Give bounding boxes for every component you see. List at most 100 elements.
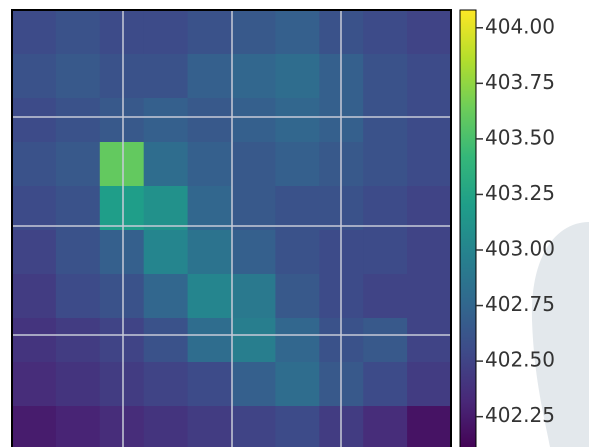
colorbar (459, 9, 477, 447)
heat-cell (55, 98, 101, 143)
heat-cell (231, 230, 276, 275)
heat-cell (187, 362, 232, 407)
heat-cell (275, 142, 320, 187)
heat-cell (275, 274, 320, 319)
heat-cell (407, 362, 452, 407)
heat-cell (407, 10, 452, 55)
heat-cell (363, 142, 408, 187)
heat-cell (55, 318, 101, 363)
heat-cell (55, 406, 101, 447)
heat-cell (12, 274, 57, 319)
heat-cell (55, 10, 101, 55)
heat-cell (12, 98, 57, 143)
colorbar-tick-label: 402.50 (485, 348, 555, 372)
heat-cell (407, 406, 452, 447)
heat-cell (55, 230, 101, 275)
heat-cell (12, 406, 57, 447)
heat-cell (55, 186, 101, 231)
heat-cell (363, 362, 408, 407)
heat-cell (99, 98, 145, 143)
heat-cell (363, 10, 408, 55)
heat-cell (275, 54, 320, 99)
heat-cell (363, 230, 408, 275)
heat-cell (407, 274, 452, 319)
heat-cell (363, 274, 408, 319)
heat-cell (187, 318, 232, 363)
heat-cell (55, 142, 101, 187)
colorbar-tick-label: 402.25 (485, 403, 555, 427)
heat-cell (143, 54, 189, 99)
heat-cell (99, 230, 145, 275)
heat-cell (99, 274, 145, 319)
heat-cell (55, 274, 101, 319)
heat-cell (12, 10, 57, 55)
heat-cell (99, 54, 145, 99)
heat-cell (187, 274, 232, 319)
heat-cell (143, 230, 189, 275)
heat-cell (99, 186, 145, 231)
heat-cell (231, 98, 276, 143)
heat-cell (55, 54, 101, 99)
overlay-shape (531, 222, 589, 447)
heat-cell (143, 274, 189, 319)
heat-cell (187, 10, 232, 55)
colorbar-tick-label: 403.75 (485, 70, 555, 94)
heat-cell (407, 186, 452, 231)
heat-cell (143, 10, 189, 55)
colorbar-tick-label: 404.00 (485, 14, 555, 38)
heat-cell (99, 362, 145, 407)
heat-cell (363, 54, 408, 99)
heat-cell (143, 186, 189, 231)
heat-cell (407, 54, 452, 99)
heat-cell (12, 186, 57, 231)
heat-cell (275, 10, 320, 55)
heat-cell (12, 318, 57, 363)
heat-cell (231, 318, 276, 363)
heat-cell (12, 230, 57, 275)
heat-cell (407, 230, 452, 275)
heat-cell (231, 10, 276, 55)
grid (12, 10, 451, 447)
heat-cell (187, 98, 232, 143)
heat-cell (12, 142, 57, 187)
heat-cell (231, 54, 276, 99)
heat-cell (275, 186, 320, 231)
heat-cell (407, 98, 452, 143)
heat-cell (143, 362, 189, 407)
heat-cell (143, 142, 189, 187)
heat-cell (275, 362, 320, 407)
colorbar-tick-label: 403.50 (485, 125, 555, 149)
heat-cell (187, 142, 232, 187)
heat-cell (187, 54, 232, 99)
heat-cell (231, 142, 276, 187)
heat-cell (275, 230, 320, 275)
heat-cell (99, 406, 145, 447)
heat-cell (231, 406, 276, 447)
heat-cell (363, 186, 408, 231)
colorbar-tick-label: 402.75 (485, 292, 555, 316)
heat-cell (12, 54, 57, 99)
heat-cell (407, 142, 452, 187)
colorbar-tick-label: 403.25 (485, 181, 555, 205)
heat-cell (143, 406, 189, 447)
heat-cell (55, 362, 101, 407)
heat-cell (99, 10, 145, 55)
heat-cell (143, 318, 189, 363)
heat-cell (231, 362, 276, 407)
heat-cell (363, 318, 408, 363)
heat-cell (187, 186, 232, 231)
heat-cell (275, 98, 320, 143)
colorbar-tick-label: 403.00 (485, 237, 555, 261)
heat-cell (363, 406, 408, 447)
heat-cell (363, 98, 408, 143)
heat-cell (231, 274, 276, 319)
heat-cell (275, 318, 320, 363)
heat-cell (231, 186, 276, 231)
heat-cell (99, 318, 145, 363)
heat-cell (275, 406, 320, 447)
heat-cell (143, 98, 189, 143)
heat-cell (12, 362, 57, 407)
heat-cell (187, 230, 232, 275)
